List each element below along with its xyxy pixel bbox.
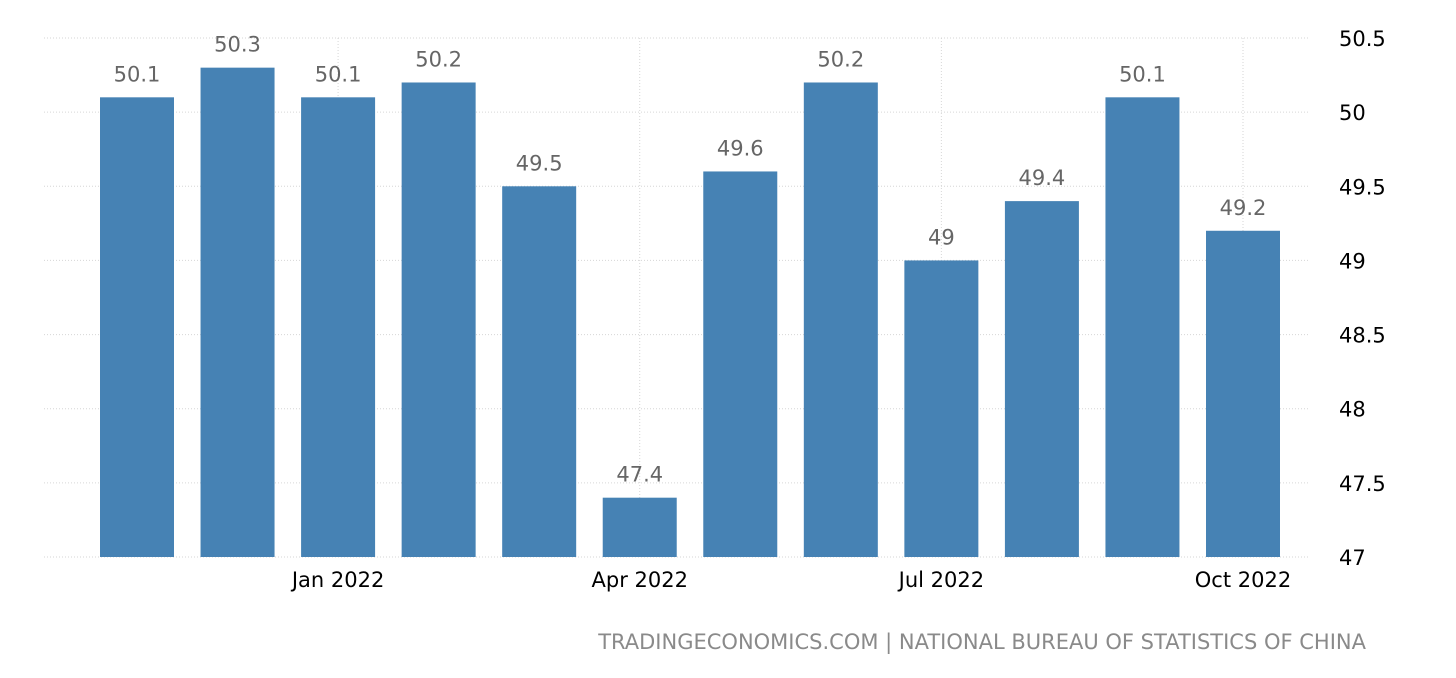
x-tick-label: Apr 2022 bbox=[592, 568, 688, 592]
x-axis: Jan 2022 Apr 2022 Jul 2022 Oct 2022 bbox=[290, 568, 1291, 592]
bar bbox=[1004, 201, 1079, 557]
bar bbox=[100, 97, 174, 558]
bar-value-label: 49.6 bbox=[717, 136, 764, 160]
bar bbox=[502, 186, 577, 558]
y-tick-label: 47.5 bbox=[1339, 472, 1386, 496]
x-tick-label: Jan 2022 bbox=[290, 568, 385, 592]
y-tick-label: 48.5 bbox=[1339, 324, 1386, 348]
bar-value-label: 50.2 bbox=[817, 47, 864, 71]
bar bbox=[1206, 230, 1280, 557]
bar bbox=[301, 97, 376, 558]
y-tick-label: 48 bbox=[1339, 398, 1366, 422]
bar bbox=[401, 82, 476, 557]
y-tick-label: 47 bbox=[1339, 546, 1366, 570]
bars-layer bbox=[100, 67, 1280, 558]
source-credit: TRADINGECONOMICS.COM | NATIONAL BUREAU O… bbox=[597, 630, 1366, 655]
bar-value-label: 49.4 bbox=[1019, 166, 1066, 190]
x-tick-label: Jul 2022 bbox=[897, 568, 984, 592]
y-tick-label: 49.5 bbox=[1339, 175, 1386, 199]
bar-value-label: 50.1 bbox=[315, 62, 362, 86]
bar bbox=[1105, 97, 1180, 558]
y-axis: 47 47.5 48 48.5 49 49.5 50 50.5 bbox=[1339, 27, 1386, 570]
bar bbox=[803, 82, 878, 557]
bar-labels-layer: 50.1 50.3 50.1 50.2 49.5 47.4 49.6 50.2 49 49.4 50… bbox=[114, 33, 1267, 487]
bar-value-label: 50.1 bbox=[1119, 62, 1166, 86]
bar-value-label: 50.1 bbox=[114, 62, 161, 86]
bar-value-label: 47.4 bbox=[616, 463, 663, 487]
bar-value-label: 49.5 bbox=[516, 151, 563, 175]
bar bbox=[703, 171, 778, 557]
y-tick-label: 50 bbox=[1339, 101, 1366, 125]
y-tick-label: 49 bbox=[1339, 249, 1366, 273]
bar-value-label: 49 bbox=[928, 225, 955, 249]
bar bbox=[904, 260, 979, 557]
bar bbox=[602, 497, 677, 557]
bar-value-label: 49.2 bbox=[1220, 196, 1267, 220]
bar-value-label: 50.2 bbox=[415, 47, 462, 71]
y-tick-label: 50.5 bbox=[1339, 27, 1386, 51]
x-tick-label: Oct 2022 bbox=[1195, 568, 1291, 592]
bar-value-label: 50.3 bbox=[214, 33, 261, 57]
bar bbox=[200, 67, 275, 558]
